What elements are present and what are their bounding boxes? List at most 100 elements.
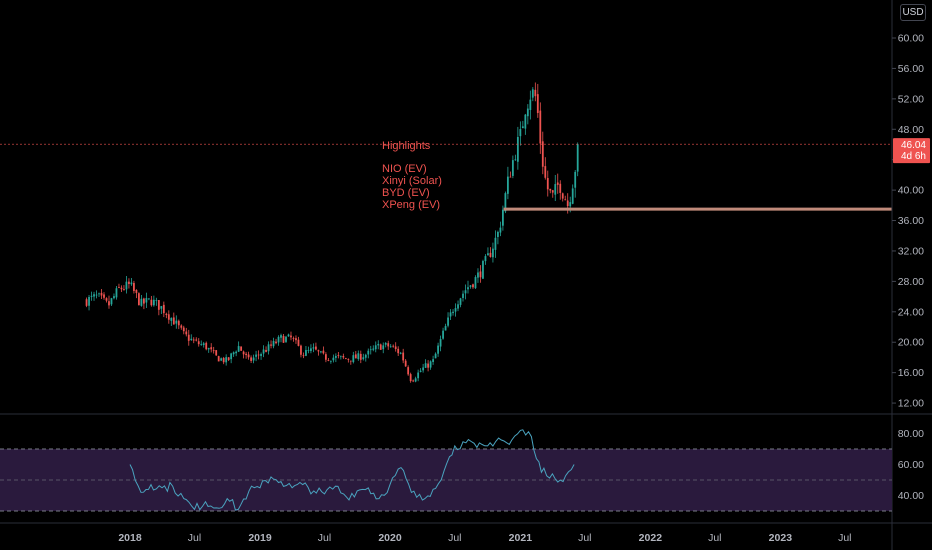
candle-down xyxy=(165,313,168,315)
candle-down xyxy=(138,293,140,306)
candle-up xyxy=(531,89,534,98)
candle-up xyxy=(374,345,377,350)
candle-down xyxy=(534,89,537,97)
candle-down xyxy=(551,190,554,193)
candle-up xyxy=(469,285,472,287)
candle-up xyxy=(329,360,332,362)
candle-up xyxy=(576,144,579,172)
candle-up xyxy=(225,357,228,363)
price-axis-label: 40.00 xyxy=(898,185,924,197)
candle-up xyxy=(235,351,238,354)
candle-down xyxy=(472,284,474,288)
candle-up xyxy=(367,350,370,355)
candle-up xyxy=(494,237,497,250)
time-axis[interactable]: 2018 Jul 2019 Jul 2020 Jul 2021 Jul 2022 Jul 2023 J… xyxy=(118,532,851,544)
currency-button[interactable]: USD xyxy=(900,4,926,21)
rsi-pane[interactable] xyxy=(0,429,892,512)
candle-up xyxy=(357,353,360,359)
candle-down xyxy=(327,360,330,361)
candle-up xyxy=(352,355,355,363)
candle-up xyxy=(449,312,452,317)
candle-up xyxy=(422,367,425,371)
candle-down xyxy=(564,199,567,201)
candle-up xyxy=(98,293,100,295)
candle-down xyxy=(297,339,300,346)
candle-down xyxy=(556,182,559,185)
candle-down xyxy=(192,339,195,341)
candle-down xyxy=(539,110,542,144)
candle-up xyxy=(207,348,210,350)
candle-up xyxy=(230,353,233,360)
time-axis-label: 2022 xyxy=(639,532,663,544)
price-pane[interactable]: Highlights NIO (EV) Xinyi (Solar) BYD (E… xyxy=(0,82,892,383)
candle-up xyxy=(147,298,150,300)
last-price-badge-background xyxy=(893,138,930,164)
candle-up xyxy=(477,272,479,278)
support-line[interactable] xyxy=(503,207,892,211)
candle-down xyxy=(180,325,183,328)
highlight-line: NIO (EV) xyxy=(382,163,427,175)
candle-up xyxy=(267,344,270,352)
candle-down xyxy=(322,350,325,354)
candle-up xyxy=(424,363,427,368)
candle-down xyxy=(387,343,390,347)
candle-down xyxy=(185,331,188,335)
candle-down xyxy=(120,287,123,290)
candle-down xyxy=(344,358,347,359)
time-axis-label: Jul xyxy=(708,532,721,544)
candle-down xyxy=(302,355,305,357)
candle-up xyxy=(504,193,507,212)
time-axis-label: 2018 xyxy=(118,532,142,544)
candle-up xyxy=(399,352,402,354)
candle-up xyxy=(482,261,484,279)
candle-up xyxy=(277,336,280,343)
candle-up xyxy=(115,288,118,298)
candle-up xyxy=(419,370,422,372)
candle-down xyxy=(544,166,547,178)
rsi-axis[interactable]: 40.00 60.00 80.00 xyxy=(898,428,924,502)
candle-down xyxy=(85,299,88,306)
candle-down xyxy=(397,348,400,354)
candle-up xyxy=(110,298,113,305)
candle-down xyxy=(123,289,125,290)
price-axis-label: 12.00 xyxy=(898,398,924,410)
candle-down xyxy=(182,327,185,332)
candle-up xyxy=(232,352,235,355)
candle-down xyxy=(177,320,180,326)
candle-up xyxy=(474,277,477,289)
time-axis-label: Jul xyxy=(318,532,331,544)
candle-up xyxy=(332,357,335,361)
candle-down xyxy=(354,354,357,359)
candle-up xyxy=(467,287,469,290)
bar-countdown: 4d 6h xyxy=(901,151,926,162)
candle-up xyxy=(384,342,387,345)
candle-up xyxy=(339,355,342,357)
candle-down xyxy=(105,298,108,301)
candle-up xyxy=(220,358,223,361)
price-axis-label: 48.00 xyxy=(898,124,924,136)
candle-down xyxy=(195,339,198,341)
candle-up xyxy=(487,253,489,256)
candle-up xyxy=(305,350,307,356)
candle-down xyxy=(162,304,165,314)
candle-up xyxy=(160,306,163,309)
candle-down xyxy=(227,357,230,361)
candle-up xyxy=(364,354,367,358)
candle-down xyxy=(135,289,138,293)
candle-up xyxy=(95,294,98,296)
candle-up xyxy=(145,298,148,303)
candle-up xyxy=(529,99,532,111)
candle-up xyxy=(434,353,437,359)
price-axis-label: 16.00 xyxy=(898,367,924,379)
candle-up xyxy=(88,297,90,306)
rsi-axis-label: 80.00 xyxy=(898,428,924,440)
candle-up xyxy=(519,129,522,137)
candle-up xyxy=(152,299,155,306)
candle-up xyxy=(140,298,143,306)
time-axis-label: 2021 xyxy=(509,532,533,544)
candle-up xyxy=(170,317,173,321)
candle-up xyxy=(175,320,178,324)
candle-down xyxy=(404,360,407,367)
candle-up xyxy=(439,339,442,347)
